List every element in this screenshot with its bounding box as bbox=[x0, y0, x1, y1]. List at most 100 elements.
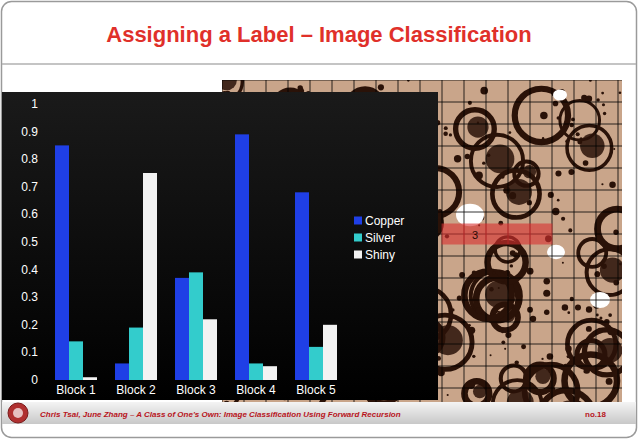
speckle bbox=[472, 271, 477, 276]
grid-cell-line bbox=[530, 80, 531, 420]
speckle bbox=[543, 290, 550, 297]
grid-cell-line bbox=[552, 80, 553, 420]
speckle bbox=[562, 304, 568, 310]
speckle bbox=[490, 246, 497, 253]
speckle bbox=[601, 183, 603, 185]
speckle bbox=[465, 154, 470, 159]
y-tick-label: 0 bbox=[31, 373, 38, 387]
speckle bbox=[515, 360, 519, 364]
speckle bbox=[482, 161, 485, 164]
speckle bbox=[596, 98, 599, 101]
grid-cell-line bbox=[442, 80, 443, 420]
speckle bbox=[594, 271, 600, 277]
speckle bbox=[501, 331, 504, 334]
speckle bbox=[584, 367, 590, 373]
y-tick-label: 0.4 bbox=[21, 263, 38, 277]
legend-label: Silver bbox=[365, 231, 395, 245]
speckle bbox=[555, 171, 561, 177]
y-tick-label: 0.2 bbox=[21, 318, 38, 332]
speckle bbox=[475, 172, 483, 180]
x-tick-label: Block 3 bbox=[176, 383, 216, 397]
speckle bbox=[489, 287, 493, 291]
speckle bbox=[586, 96, 593, 103]
page-number: no.18 bbox=[585, 410, 606, 419]
speckle bbox=[493, 308, 498, 313]
speckle bbox=[606, 378, 613, 385]
speckle bbox=[557, 116, 560, 119]
bar bbox=[129, 328, 143, 380]
grid-cell-line bbox=[596, 80, 597, 420]
slide-title: Assigning a Label – Image Classification bbox=[106, 22, 531, 47]
coin-edge bbox=[515, 89, 568, 142]
logo-inner bbox=[13, 408, 23, 418]
speckle bbox=[562, 262, 564, 264]
grid-cell-line bbox=[486, 80, 487, 420]
coin-dark bbox=[222, 80, 237, 90]
legend-swatch bbox=[354, 251, 362, 259]
speckle bbox=[468, 324, 471, 327]
speckle bbox=[513, 215, 516, 218]
bar bbox=[83, 377, 97, 380]
speckle bbox=[607, 328, 615, 336]
speckle bbox=[444, 126, 448, 130]
speckle bbox=[553, 101, 559, 107]
legend-label: Shiny bbox=[365, 248, 395, 262]
x-tick-label: Block 5 bbox=[296, 383, 336, 397]
speckle bbox=[586, 306, 592, 312]
footer-text: Chris Tsai, June Zhang – A Class of One'… bbox=[40, 410, 401, 419]
speckle bbox=[544, 310, 549, 315]
highlight-label: 3 bbox=[472, 229, 478, 241]
speckle bbox=[476, 307, 483, 314]
speckle bbox=[477, 121, 479, 123]
speckle bbox=[504, 270, 510, 276]
speckle bbox=[498, 287, 500, 289]
speckle bbox=[454, 155, 461, 162]
speckle bbox=[567, 311, 570, 314]
coin-edge bbox=[456, 110, 495, 149]
speckle bbox=[567, 355, 570, 358]
bar bbox=[175, 278, 189, 380]
speckle bbox=[472, 355, 475, 358]
speckle bbox=[569, 123, 574, 128]
speckle bbox=[468, 327, 475, 334]
speckle bbox=[540, 112, 548, 120]
speckle bbox=[586, 326, 592, 332]
bars bbox=[55, 134, 337, 380]
grid-cell-line bbox=[222, 80, 622, 81]
speckle bbox=[468, 101, 472, 105]
slide-frame bbox=[2, 2, 637, 438]
grid-cell-line bbox=[464, 80, 465, 420]
speckle bbox=[509, 192, 516, 199]
y-tick-label: 0.3 bbox=[21, 290, 38, 304]
speckle bbox=[583, 160, 589, 166]
speckle bbox=[576, 132, 580, 136]
speckle bbox=[510, 250, 516, 256]
coin-dark bbox=[473, 385, 487, 399]
speckle bbox=[613, 148, 615, 150]
bar bbox=[189, 272, 203, 380]
y-tick-label: 0.9 bbox=[21, 125, 38, 139]
bar bbox=[69, 341, 83, 380]
grid-cell-line bbox=[574, 80, 575, 420]
speckle bbox=[619, 263, 622, 266]
speckle bbox=[563, 364, 569, 370]
bar bbox=[263, 366, 277, 380]
slide: Assigning a Label – Image Classification… bbox=[0, 0, 638, 439]
y-tick-label: 0.6 bbox=[21, 207, 38, 221]
bar bbox=[323, 325, 337, 380]
speckle bbox=[530, 316, 536, 322]
speckle bbox=[552, 208, 559, 215]
shiny-spot bbox=[456, 204, 484, 226]
speckle bbox=[565, 346, 571, 352]
speckle bbox=[504, 348, 506, 350]
speckle bbox=[603, 112, 606, 115]
speckle bbox=[471, 336, 473, 338]
coin-edge bbox=[584, 330, 622, 375]
coin-edge bbox=[487, 243, 525, 281]
legend-swatch bbox=[354, 217, 362, 225]
speckle bbox=[597, 328, 602, 333]
speckle bbox=[557, 199, 560, 202]
x-tick-label: Block 1 bbox=[56, 383, 96, 397]
speckle bbox=[544, 278, 551, 285]
speckle bbox=[608, 313, 612, 317]
